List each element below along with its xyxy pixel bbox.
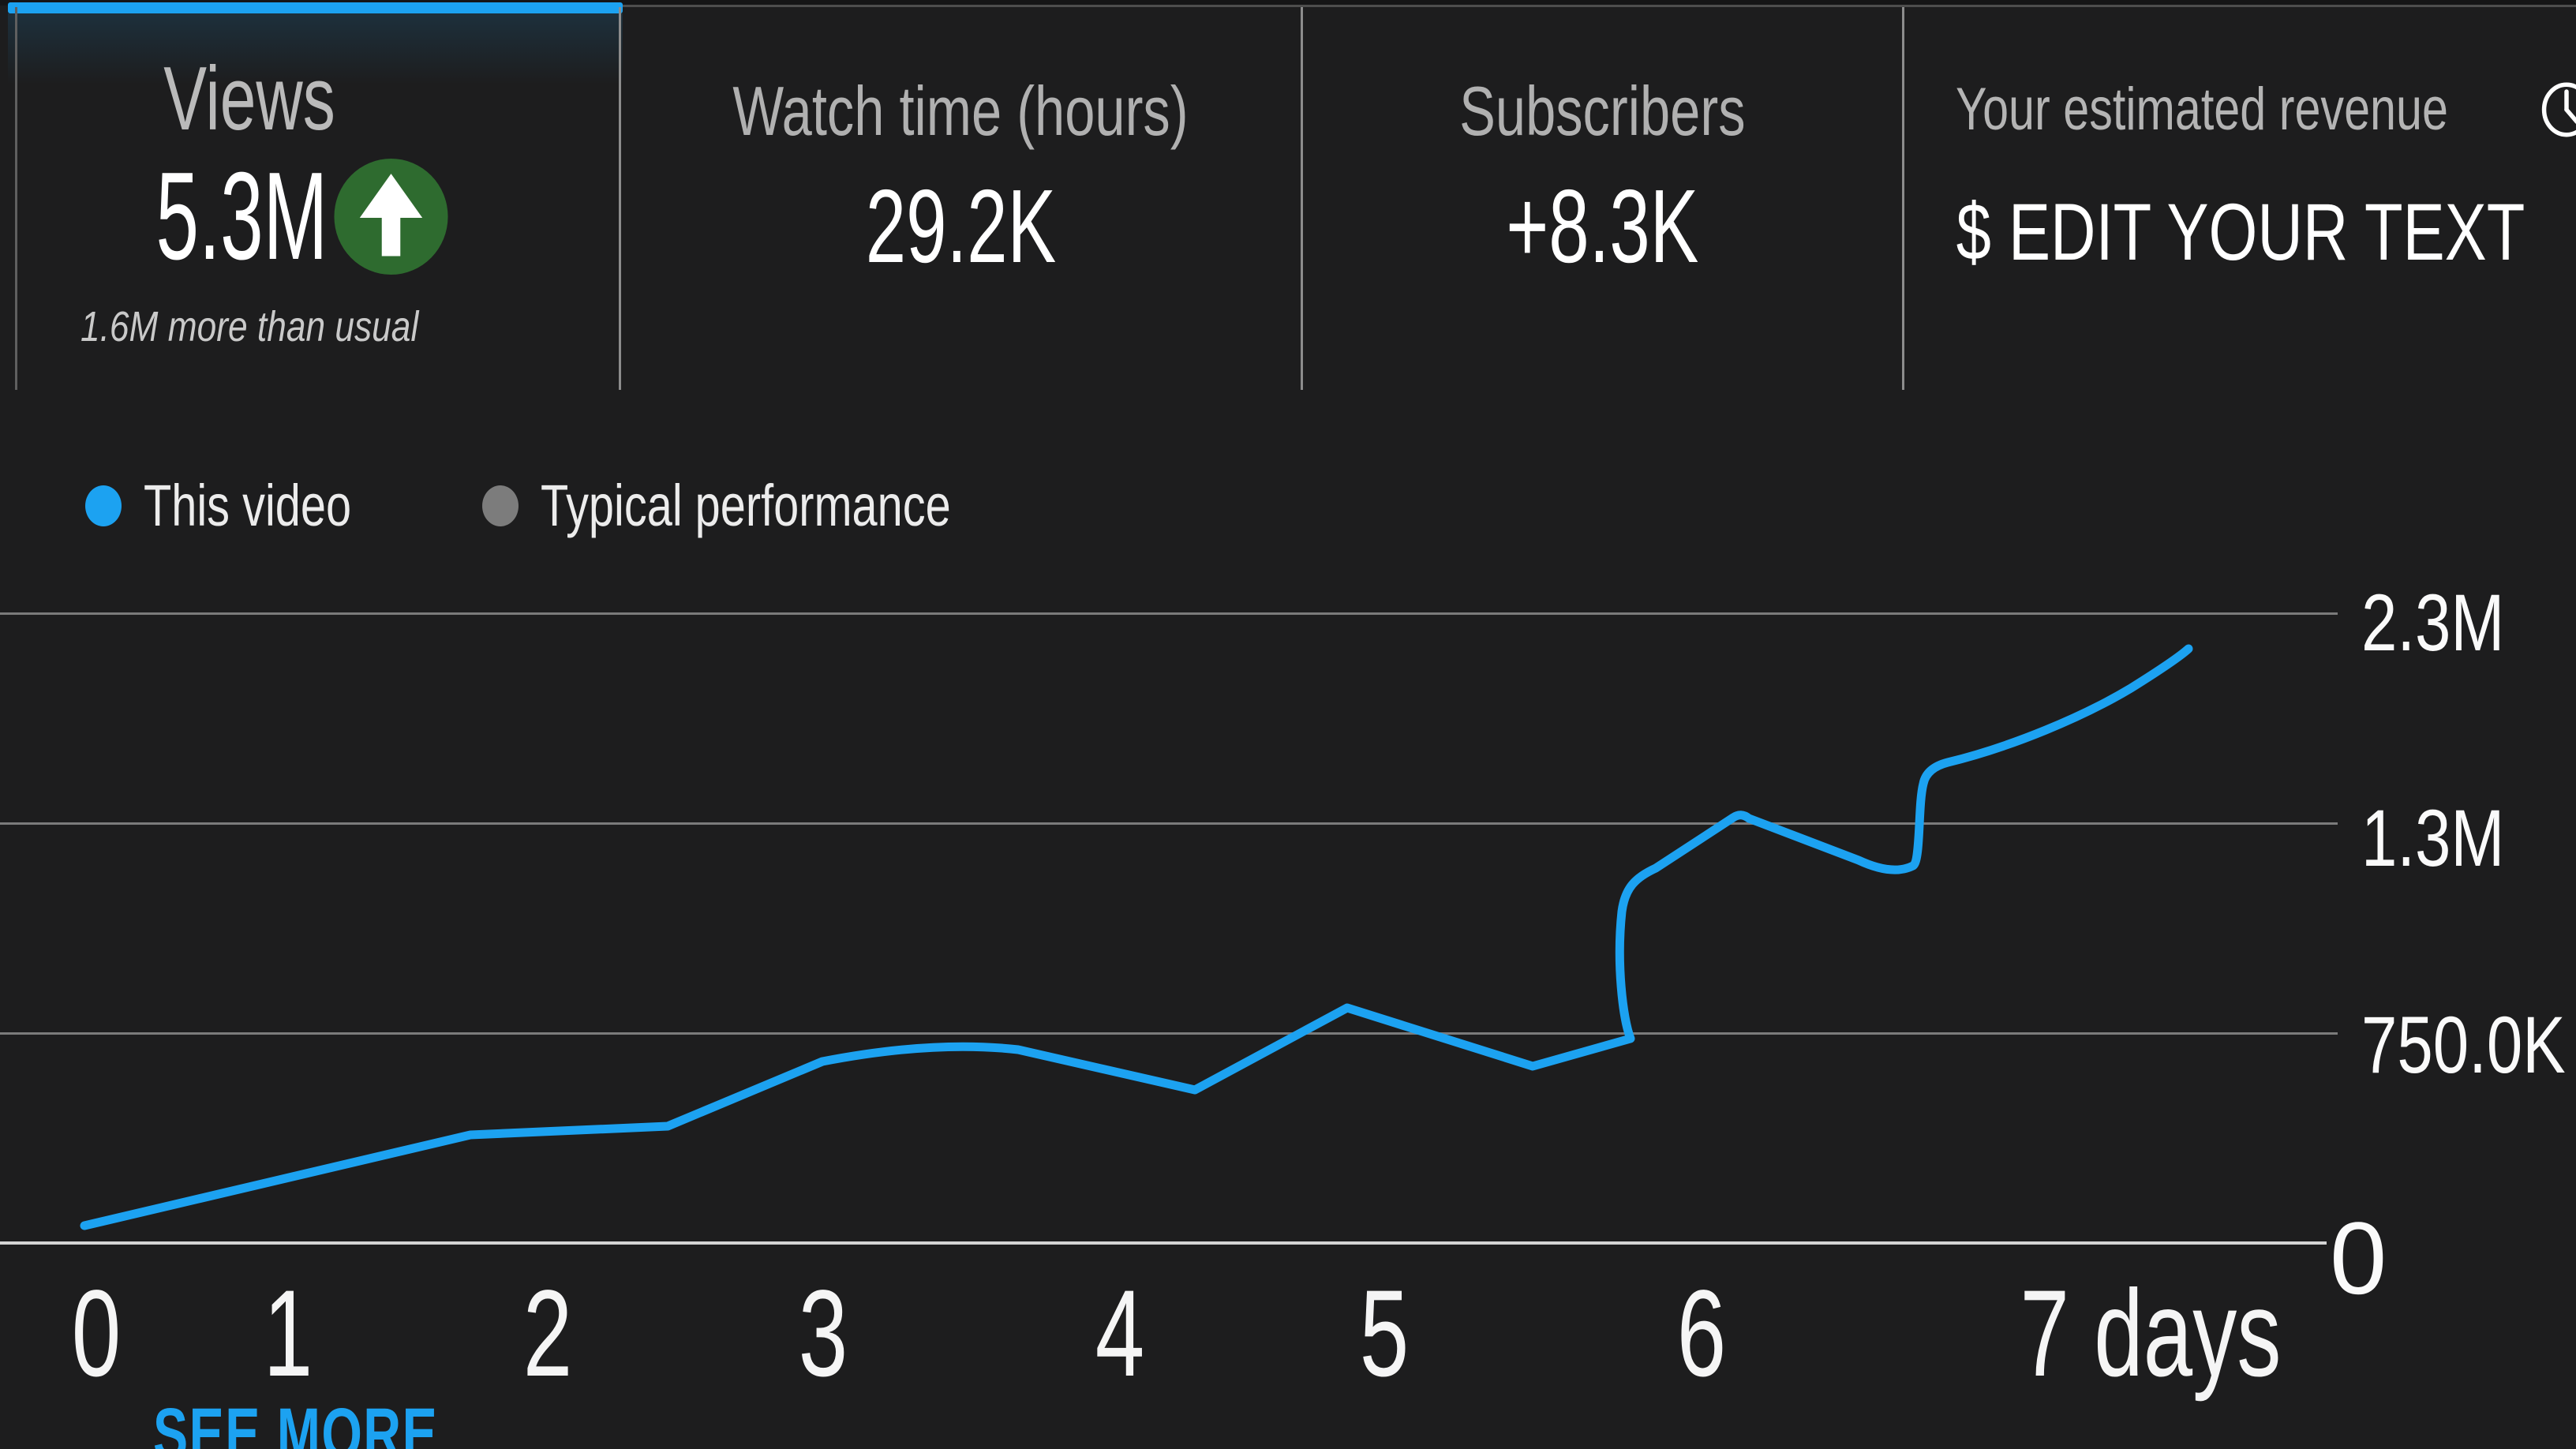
- x-tick-3: 3: [798, 1265, 848, 1402]
- tab-revenue[interactable]: Your estimated revenue $ EDIT YOUR TEXT: [1904, 6, 2576, 390]
- legend-dot-this-video: [85, 485, 122, 526]
- x-tick-6: 6: [1676, 1265, 1727, 1402]
- y-tick-1-3m: 1.3M: [2361, 793, 2505, 883]
- tabstrip-top-gap: [0, 0, 2576, 6]
- tab-divider: [619, 7, 621, 390]
- y-tick-750k: 750.0K: [2361, 1000, 2566, 1090]
- gridline-750k: [0, 1032, 2338, 1035]
- x-tick-1: 1: [263, 1265, 313, 1402]
- subscribers-value: +8.3K: [1506, 168, 1699, 285]
- chart-legend: This video Typical performance: [85, 472, 1067, 539]
- tab-subscribers[interactable]: Subscribers +8.3K: [1303, 6, 1902, 390]
- legend-item-this-video: This video: [85, 472, 410, 539]
- views-value: 5.3M: [155, 147, 328, 286]
- tab-divider: [1301, 7, 1303, 390]
- x-tick-5: 5: [1359, 1265, 1410, 1402]
- x-axis-line: [0, 1241, 2327, 1245]
- legend-item-typical-performance: Typical performance: [482, 472, 1066, 539]
- x-tick-0: 0: [71, 1265, 122, 1402]
- y-tick-2-3m: 2.3M: [2361, 578, 2505, 668]
- see-more-link[interactable]: SEE MORE: [153, 1394, 439, 1449]
- y-tick-0: 0: [2330, 1200, 2387, 1316]
- tab-watch-title: Watch time (hours): [732, 72, 1189, 150]
- x-tick-4: 4: [1095, 1265, 1145, 1402]
- active-tab-glow: [8, 13, 623, 84]
- active-tab-indicator: [8, 2, 623, 13]
- tab-divider: [15, 7, 17, 390]
- views-note: 1.6M more than usual: [80, 303, 419, 350]
- legend-label-typical-performance: Typical performance: [541, 473, 951, 538]
- legend-label-this-video: This video: [144, 473, 352, 538]
- tab-divider: [1902, 7, 1904, 390]
- tab-subscribers-title: Subscribers: [1459, 72, 1746, 150]
- tab-revenue-title: Your estimated revenue: [1955, 76, 2448, 143]
- tab-views[interactable]: Views 5.3M 1.6M more than usual: [15, 6, 619, 390]
- tab-views-title: Views: [163, 49, 336, 149]
- legend-dot-typical-performance: [482, 485, 519, 526]
- arrow-up-circle-icon: [334, 158, 448, 275]
- revenue-value: $ EDIT YOUR TEXT: [1956, 187, 2525, 277]
- gridline-2-3m: [0, 612, 2338, 615]
- x-tick-2: 2: [522, 1265, 573, 1402]
- gridline-1-3m: [0, 822, 2338, 825]
- tabstrip-top-border: [623, 5, 2576, 7]
- watch-time-value: 29.2K: [865, 168, 1057, 285]
- clock-icon: [2542, 82, 2576, 137]
- x-tick-7-days: 7 days: [2020, 1265, 2282, 1402]
- tab-watch-time[interactable]: Watch time (hours) 29.2K: [621, 6, 1301, 390]
- views-line-path: [80, 644, 2193, 1230]
